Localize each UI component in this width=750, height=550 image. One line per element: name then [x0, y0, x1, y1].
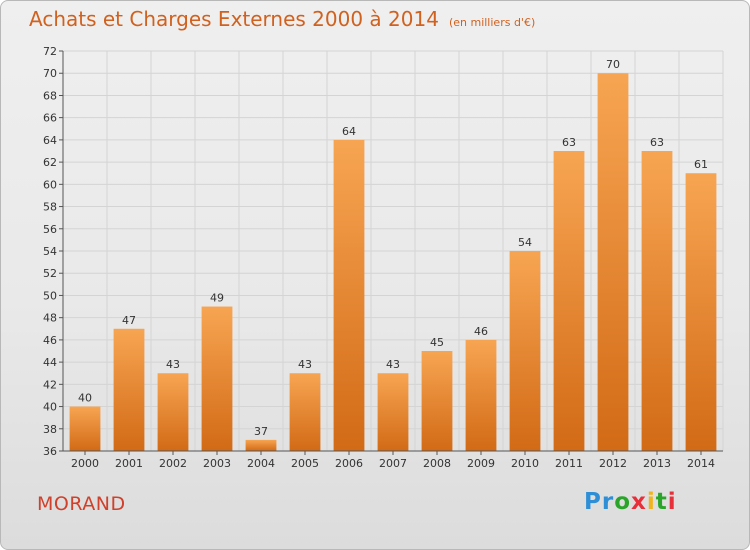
logo-letter: i [646, 489, 656, 515]
logo-letter: t [655, 489, 668, 515]
y-tick-label: 60 [43, 178, 57, 191]
data-label-2007: 43 [386, 358, 400, 371]
y-tick-label: 66 [43, 112, 57, 125]
data-label-2009: 46 [474, 325, 488, 338]
bar-2012[interactable] [597, 73, 629, 451]
y-tick-label: 36 [43, 445, 57, 458]
y-tick-label: 70 [43, 67, 57, 80]
bar-2001[interactable] [113, 328, 145, 451]
data-label-2008: 45 [430, 336, 444, 349]
bar-2009[interactable] [465, 339, 497, 451]
data-label-2003: 49 [210, 292, 224, 305]
x-tick-label: 2013 [643, 457, 671, 470]
bar-2013[interactable] [641, 151, 673, 451]
y-tick-label: 46 [43, 334, 57, 347]
x-tick-label: 2001 [115, 457, 143, 470]
chart-title: Achats et Charges Externes 2000 à 2014 [29, 7, 439, 31]
x-tick-label: 2004 [247, 457, 275, 470]
x-tick-label: 2011 [555, 457, 583, 470]
x-tick-label: 2002 [159, 457, 187, 470]
y-tick-label: 44 [43, 356, 57, 369]
data-label-2002: 43 [166, 358, 180, 371]
y-tick-label: 64 [43, 134, 57, 147]
chart-subtitle: (en milliers d'€) [448, 16, 536, 29]
logo-letter: P [584, 489, 602, 515]
bar-2005[interactable] [289, 373, 321, 451]
y-tick-label: 68 [43, 89, 57, 102]
bar-2000[interactable] [69, 406, 101, 451]
x-tick-label: 2008 [423, 457, 451, 470]
y-tick-label: 48 [43, 312, 57, 325]
y-tick-label: 72 [43, 45, 57, 58]
x-tick-label: 2005 [291, 457, 319, 470]
y-tick-label: 50 [43, 289, 57, 302]
bar-2010[interactable] [509, 251, 541, 451]
data-label-2014: 61 [694, 158, 708, 171]
bar-2002[interactable] [157, 373, 189, 451]
y-tick-label: 54 [43, 245, 57, 258]
data-label-2012: 70 [606, 58, 620, 71]
logo-letter: x [631, 489, 647, 515]
data-label-2004: 37 [254, 425, 268, 438]
y-tick-label: 38 [43, 423, 57, 436]
y-tick-label: 62 [43, 156, 57, 169]
title-row: Achats et Charges Externes 2000 à 2014 (e… [29, 7, 535, 31]
x-tick-label: 2000 [71, 457, 99, 470]
y-tick-label: 40 [43, 401, 57, 414]
y-tick-label: 52 [43, 267, 57, 280]
data-label-2000: 40 [78, 392, 92, 405]
logo-letter: o [614, 489, 632, 515]
data-label-2006: 64 [342, 125, 356, 138]
x-tick-label: 2012 [599, 457, 627, 470]
x-tick-label: 2010 [511, 457, 539, 470]
x-tick-label: 2006 [335, 457, 363, 470]
y-tick-label: 56 [43, 223, 57, 236]
bar-2008[interactable] [421, 351, 453, 451]
bar-2006[interactable] [333, 139, 365, 451]
bar-2003[interactable] [201, 306, 233, 451]
data-label-2013: 63 [650, 136, 664, 149]
bar-2004[interactable] [245, 439, 277, 451]
data-label-2005: 43 [298, 358, 312, 371]
x-tick-label: 2003 [203, 457, 231, 470]
y-tick-label: 58 [43, 201, 57, 214]
proxiti-logo[interactable]: Proxiti [584, 489, 677, 515]
bar-2014[interactable] [685, 173, 717, 451]
logo-letter: i [667, 489, 677, 515]
x-tick-label: 2014 [687, 457, 715, 470]
data-label-2001: 47 [122, 314, 136, 327]
data-label-2011: 63 [562, 136, 576, 149]
logo-letter: r [601, 489, 615, 515]
x-tick-label: 2007 [379, 457, 407, 470]
y-tick-label: 42 [43, 378, 57, 391]
commune-name: MORAND [37, 493, 126, 515]
bar-2007[interactable] [377, 373, 409, 451]
data-label-2010: 54 [518, 236, 532, 249]
bar-2011[interactable] [553, 151, 585, 451]
x-tick-label: 2009 [467, 457, 495, 470]
